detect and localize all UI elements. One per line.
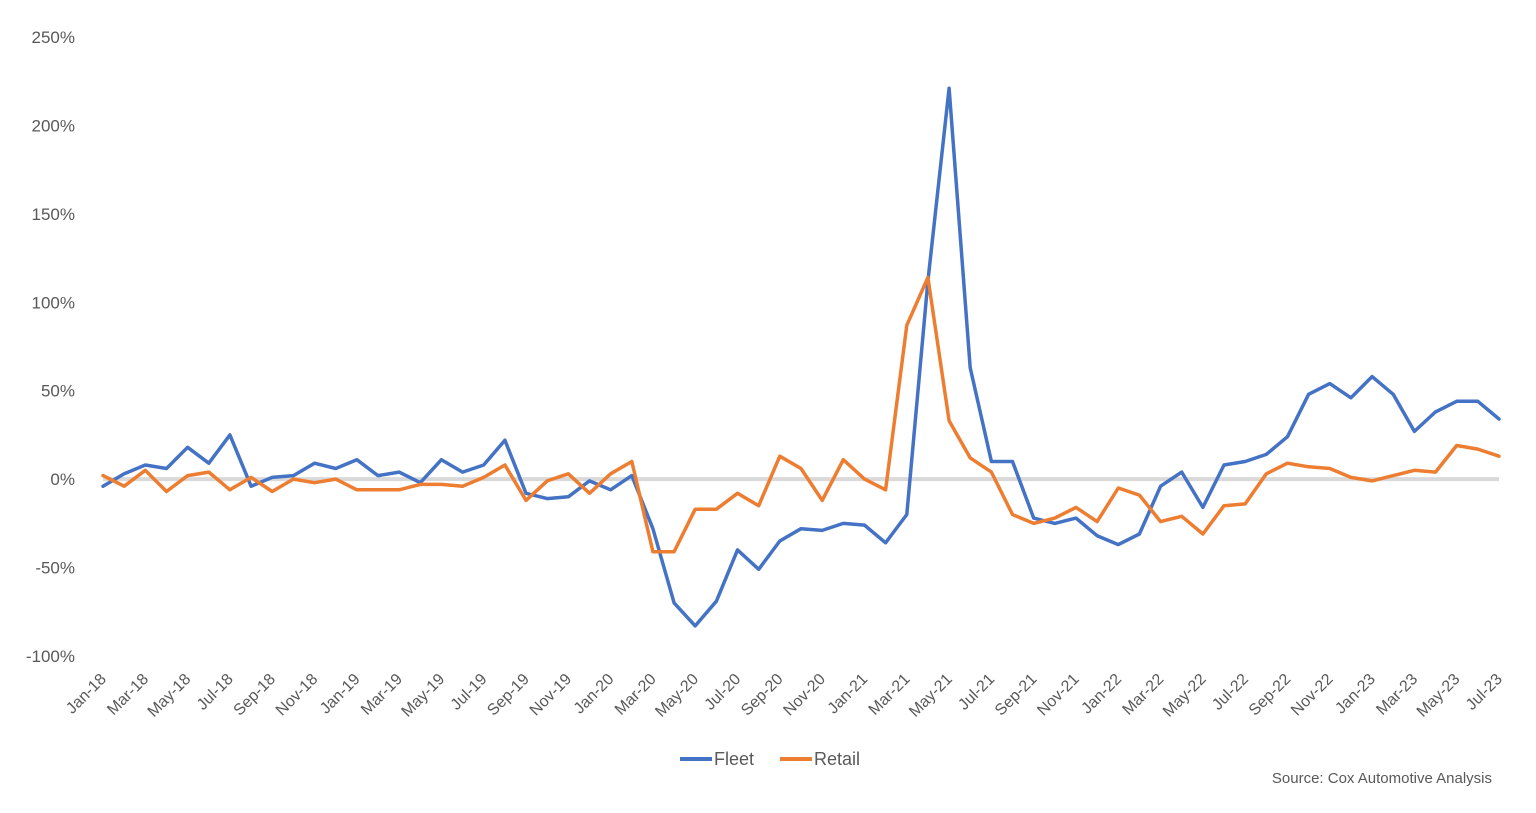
x-tick-label: Jan-18 xyxy=(63,671,110,718)
y-tick-label: -50% xyxy=(35,559,75,578)
x-tick-label: May-21 xyxy=(906,671,956,721)
y-tick-label: 200% xyxy=(32,116,75,135)
x-tick-label: Nov-19 xyxy=(527,671,576,720)
x-tick-label: Jan-19 xyxy=(317,671,364,718)
x-tick-label: May-23 xyxy=(1414,671,1464,721)
x-tick-label: Mar-23 xyxy=(1373,671,1421,719)
x-tick-label: Jul-23 xyxy=(1463,671,1506,714)
x-tick-label: Sep-19 xyxy=(484,671,533,720)
x-tick-label: Mar-19 xyxy=(358,671,406,719)
x-tick-label: May-20 xyxy=(652,671,702,721)
x-tick-label: Sep-21 xyxy=(992,671,1041,720)
x-tick-label: Sep-18 xyxy=(231,671,280,720)
legend: Fleet Retail xyxy=(680,749,860,769)
x-tick-label: Jan-20 xyxy=(571,671,618,718)
x-tick-label: Jan-23 xyxy=(1332,671,1379,718)
y-tick-label: 50% xyxy=(41,382,75,401)
x-tick-label: Nov-18 xyxy=(273,671,322,720)
x-tick-label: Jan-21 xyxy=(825,671,872,718)
x-tick-label: Nov-20 xyxy=(780,671,829,720)
x-tick-label: Sep-20 xyxy=(738,671,787,720)
y-axis: -100% -50% 0% 50% 100% 150% 200% 250% xyxy=(26,28,75,666)
y-tick-label: -100% xyxy=(26,647,75,666)
y-tick-label: 100% xyxy=(32,293,75,312)
x-tick-label: Nov-21 xyxy=(1034,671,1083,720)
x-tick-label: Nov-22 xyxy=(1288,671,1337,720)
x-tick-label: May-22 xyxy=(1160,671,1210,721)
legend-fleet-label: Fleet xyxy=(714,749,754,769)
source-note: Source: Cox Automotive Analysis xyxy=(1271,770,1492,787)
x-tick-label: Mar-21 xyxy=(866,671,914,719)
series-line-retail xyxy=(101,275,1501,554)
x-tick-label: May-18 xyxy=(145,671,195,721)
x-tick-label: May-19 xyxy=(399,671,449,721)
x-tick-label: Mar-18 xyxy=(104,671,152,719)
y-tick-label: 150% xyxy=(32,205,75,224)
y-tick-label: 250% xyxy=(32,28,75,47)
x-tick-label: Mar-22 xyxy=(1120,671,1168,719)
x-tick-label: Mar-20 xyxy=(612,671,660,719)
legend-retail-label: Retail xyxy=(814,749,860,769)
x-tick-label: Sep-22 xyxy=(1246,671,1295,720)
series-line-fleet xyxy=(101,86,1501,628)
y-tick-label: 0% xyxy=(50,470,75,489)
x-tick-label: Jan-22 xyxy=(1078,671,1125,718)
series-layer xyxy=(101,86,1501,628)
